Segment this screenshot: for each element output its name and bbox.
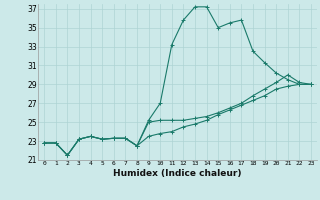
X-axis label: Humidex (Indice chaleur): Humidex (Indice chaleur) xyxy=(113,169,242,178)
